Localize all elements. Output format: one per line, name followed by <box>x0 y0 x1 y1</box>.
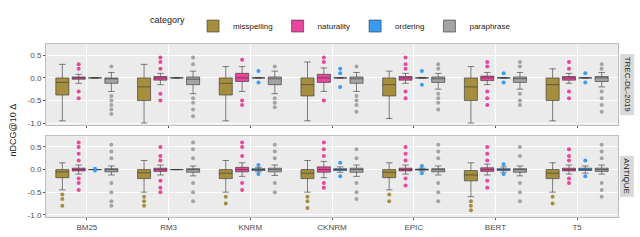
svg-text:KNRM: KNRM <box>239 223 263 232</box>
svg-text:T5: T5 <box>572 223 582 232</box>
svg-text:-1.0: -1.0 <box>28 119 42 128</box>
svg-text:paraphrase: paraphrase <box>469 22 510 31</box>
svg-text:0.5: 0.5 <box>30 143 42 152</box>
svg-text:nDCG@10 Δ: nDCG@10 Δ <box>8 104 18 157</box>
svg-text:BM25: BM25 <box>76 223 97 232</box>
svg-text:category: category <box>150 15 185 25</box>
svg-text:0.5: 0.5 <box>30 51 42 60</box>
svg-text:0.0: 0.0 <box>30 74 42 83</box>
svg-text:0.0: 0.0 <box>30 165 42 174</box>
svg-text:EPIC: EPIC <box>404 223 423 232</box>
svg-text:TREC-DL-2019: TREC-DL-2019 <box>623 57 632 113</box>
svg-text:-0.5: -0.5 <box>28 188 42 197</box>
svg-text:CKNRM: CKNRM <box>317 223 347 232</box>
svg-text:BERT: BERT <box>485 223 506 232</box>
svg-text:naturality: naturality <box>318 22 350 31</box>
svg-text:-0.5: -0.5 <box>28 96 42 105</box>
svg-text:misspelling: misspelling <box>233 22 273 31</box>
svg-text:ANTIQUE: ANTIQUE <box>622 158 631 194</box>
svg-text:-1.0: -1.0 <box>28 211 42 220</box>
svg-text:RM3: RM3 <box>160 223 177 232</box>
svg-text:ordering: ordering <box>395 22 424 31</box>
